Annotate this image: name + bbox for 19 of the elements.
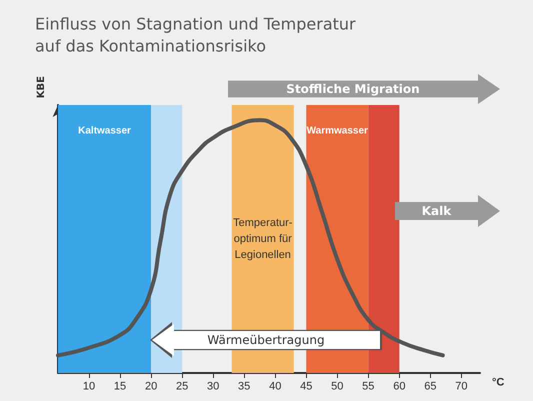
- band-label: Kaltwasser: [78, 126, 132, 136]
- x-tick-label: 20: [144, 380, 158, 392]
- x-tick-label: 40: [269, 380, 282, 392]
- band-label: Temperatur- optimum für Legionellen: [233, 217, 293, 261]
- x-tick-label: 15: [114, 380, 126, 392]
- x-tick-label: 45: [300, 380, 312, 392]
- x-tick-label: 70: [455, 380, 468, 392]
- x-tick-label: 65: [424, 380, 436, 392]
- x-axis-title: °C: [492, 376, 504, 388]
- y-axis-title: KBE: [36, 76, 47, 98]
- x-tick-label: 50: [331, 380, 344, 392]
- chart-title: Einfluss von Stagnation und Temperatur auf das Kontaminationsrisiko: [35, 14, 356, 56]
- x-tick-label: 35: [238, 380, 250, 392]
- x-tick-label: 55: [362, 380, 374, 392]
- x-tick-label: 10: [82, 380, 96, 392]
- band-label: Warmwasser: [306, 126, 368, 136]
- x-tick-label: 60: [393, 380, 406, 392]
- x-tick-label: 30: [207, 380, 220, 392]
- x-tick-label: 25: [176, 380, 188, 392]
